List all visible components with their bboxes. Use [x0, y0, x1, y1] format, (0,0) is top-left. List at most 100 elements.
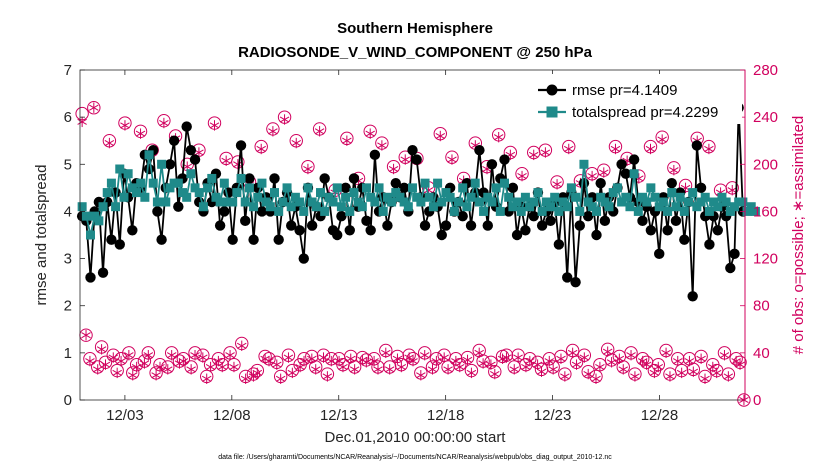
obs-assimilated-marker: [653, 361, 664, 373]
asterisk-stroke: [143, 352, 154, 359]
right-y-tick-label: 40: [753, 345, 770, 362]
totalspread-point: [341, 192, 351, 202]
totalspread-point: [495, 206, 505, 216]
totalspread-point: [207, 173, 217, 183]
totalspread-point: [483, 192, 493, 202]
right-y-tick-label: 200: [753, 156, 778, 173]
legend-box: [532, 74, 742, 124]
asterisk-stroke: [591, 375, 601, 382]
rmse-point: [382, 220, 393, 231]
totalspread-point: [491, 183, 501, 193]
totalspread-point: [449, 206, 459, 216]
totalspread-point: [244, 183, 254, 193]
totalspread-point: [742, 206, 752, 216]
obs-assimilated-marker: [466, 367, 477, 379]
asterisk-stroke: [248, 373, 259, 380]
asterisk-stroke: [657, 136, 667, 143]
totalspread-point: [650, 192, 660, 202]
totalspread-point: [575, 206, 585, 216]
totalspread-point: [391, 188, 401, 198]
asterisk-stroke: [587, 173, 597, 180]
totalspread-point: [178, 188, 188, 198]
rmse-point: [286, 220, 297, 231]
rmse-point: [398, 182, 410, 194]
asterisk-stroke: [155, 363, 165, 371]
rmse-point: [152, 206, 163, 217]
obs-assimilated-marker: [201, 373, 212, 384]
asterisk-stroke: [361, 359, 372, 366]
obs-assimilated-marker: [377, 140, 387, 151]
totalspread-point: [403, 202, 413, 212]
asterisk-stroke: [314, 128, 325, 135]
obs-assimilated-marker: [435, 130, 446, 142]
asterisk-stroke: [217, 363, 228, 371]
totalspread-point: [299, 206, 309, 216]
totalspread-point: [236, 173, 246, 183]
totalspread-point: [357, 202, 367, 212]
totalspread-point: [311, 202, 321, 212]
asterisk-stroke: [462, 356, 473, 363]
totalspread-point: [717, 192, 727, 202]
rmse-point: [181, 121, 192, 132]
totalspread-point: [499, 178, 509, 188]
totalspread-point: [692, 202, 702, 212]
obs-assimilated-marker: [225, 350, 235, 361]
totalspread-point: [713, 202, 723, 212]
totalspread-point: [746, 202, 756, 212]
obs-assimilated-marker: [178, 355, 189, 367]
asterisk-stroke: [645, 145, 656, 152]
totalspread-point: [458, 183, 468, 193]
asterisk-stroke: [205, 363, 216, 371]
rmse-point: [273, 234, 284, 245]
asterisk-stroke: [567, 349, 578, 356]
asterisk-stroke: [252, 369, 263, 376]
asterisk-stroke: [307, 355, 317, 362]
totalspread-point: [696, 197, 706, 207]
totalspread-point: [161, 197, 171, 207]
totalspread-point: [387, 197, 397, 207]
asterisk-stroke: [377, 142, 387, 149]
obs-assimilated-marker: [602, 346, 613, 357]
rmse-point: [235, 140, 247, 151]
asterisk-stroke: [419, 352, 430, 359]
rmse-point: [143, 163, 155, 175]
totalspread-point: [428, 202, 438, 212]
rmse-point: [599, 215, 611, 227]
rmse-point: [591, 229, 602, 241]
obs-assimilated-marker: [528, 149, 539, 161]
rmse-point: [482, 220, 493, 231]
asterisk-stroke: [178, 358, 189, 365]
asterisk-stroke: [256, 145, 266, 152]
asterisk-stroke: [517, 173, 527, 180]
obs-assimilated-marker: [236, 340, 247, 351]
totalspread-point: [249, 202, 259, 212]
obs-assimilated-marker: [124, 350, 134, 361]
obs-assimilated-marker: [525, 355, 535, 367]
asterisk-stroke: [334, 358, 344, 365]
totalspread-point: [123, 169, 133, 179]
totalspread-point: [508, 202, 518, 212]
totalspread-point: [654, 202, 664, 212]
asterisk-stroke: [299, 358, 309, 365]
totalspread-point: [671, 202, 681, 212]
totalspread-point: [566, 183, 576, 193]
rmse-point: [340, 182, 351, 194]
asterisk-stroke: [669, 167, 679, 174]
totalspread-point: [487, 197, 497, 207]
asterisk-stroke: [396, 363, 407, 371]
totalspread-point: [345, 206, 355, 216]
totalspread-point: [420, 178, 430, 188]
rmse-point: [474, 144, 485, 156]
obs-assimilated-marker: [645, 143, 656, 155]
totalspread-point: [90, 211, 100, 221]
asterisk-stroke: [672, 358, 683, 365]
totalspread-point: [558, 197, 568, 207]
asterisk-stroke: [493, 134, 504, 141]
obs-assimilated-marker: [513, 352, 523, 363]
totalspread-point: [683, 197, 693, 207]
asterisk-stroke: [614, 355, 625, 362]
obs-assimilated-marker: [159, 117, 169, 129]
obs-assimilated-marker: [373, 364, 383, 375]
left-y-tick-label: 7: [64, 62, 72, 79]
